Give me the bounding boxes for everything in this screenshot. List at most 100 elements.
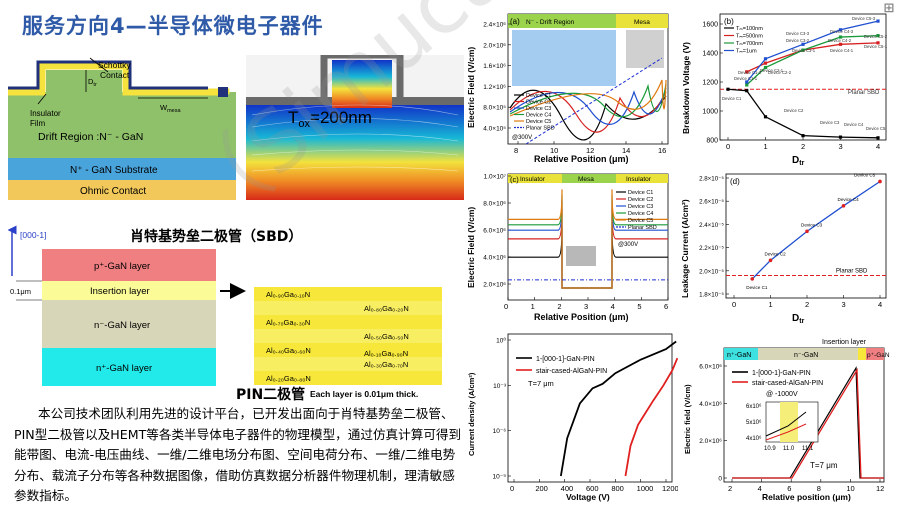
chart-f-ytick-label: 6.0×10⁶ bbox=[699, 364, 722, 371]
chart-f-inset-y1: 5x10⁶ bbox=[746, 419, 762, 426]
chart-a-ytick-label: 2.4×10⁶ bbox=[483, 22, 506, 29]
description-paragraph: 本公司技术团队利用先进的设计平台，已开发出面向于肖特基势垒二极管、PIN型二极管… bbox=[14, 406, 462, 503]
chart-d-xtick-label: 2 bbox=[805, 300, 809, 309]
chart-d-ytick-label: 2.4×10⁻⁵ bbox=[699, 222, 724, 229]
dtr-sub: tr bbox=[93, 82, 97, 88]
chart-d-panel-label: (d) bbox=[730, 177, 740, 186]
expand-icon[interactable]: ⊞ bbox=[883, 1, 895, 16]
chart-f-region-p-plus: p⁺-GaN bbox=[867, 352, 890, 359]
chart-b-series-0 bbox=[727, 88, 879, 139]
n-minus-layer-label: n⁻-GaN layer bbox=[94, 320, 150, 331]
chart-b-point bbox=[876, 19, 880, 23]
chart-a-legend-label: Device C5 bbox=[526, 119, 551, 125]
chart-f-legend: 1-[000-1]-GaN-PIN stair-cased-AlGaN-PIN … bbox=[732, 370, 823, 398]
sublayer-al40: Al₀.₄₀Ga₀.₆₀N bbox=[266, 346, 311, 355]
dtr-main: D bbox=[88, 77, 94, 86]
chart-f-inset: 6x10⁶ 5x10⁶ 4x10⁶ 10.9 11.0 11.1 bbox=[746, 401, 819, 452]
insulator-label: Insulator bbox=[30, 109, 61, 118]
chart-c-legend-label: Device C2 bbox=[628, 197, 653, 203]
chart-f-series-1 bbox=[732, 367, 884, 479]
sublayer-al50: Al₀.₅₀Ga₀.₅₀N bbox=[364, 332, 409, 341]
chart-d-xlabel-sub: tr bbox=[799, 318, 804, 325]
chart-c-ytick-label: 1.0×10⁷ bbox=[484, 174, 507, 181]
chart-e-xtick-label: 600 bbox=[586, 484, 599, 493]
chart-d-point bbox=[841, 204, 846, 208]
chart-a-series-3 bbox=[509, 87, 667, 125]
chart-b-point bbox=[801, 134, 805, 138]
chart-a-series-1 bbox=[509, 89, 667, 141]
chart-b-point-label: Device C2 bbox=[784, 108, 804, 113]
chart-a-series-5 bbox=[509, 79, 667, 117]
chart-c-xlabel: Relative Position (μm) bbox=[534, 312, 629, 322]
chart-a-series-planar bbox=[525, 57, 663, 145]
chart-a-legend-label: Planar SBD bbox=[526, 126, 555, 132]
chart-d-leakage: (d) 0 1 2 3 4 1.8×10⁻⁵ 2.0×10⁻⁵ 2.2×10⁻⁵ 2.4×10⁻… bbox=[680, 172, 887, 325]
chart-c-ytick-label: 8.0×10⁶ bbox=[483, 201, 506, 208]
chart-a-ylabel: Electric Field (V/cm) bbox=[466, 47, 476, 128]
chart-f-ytick-label: 4.0×10⁶ bbox=[699, 401, 722, 408]
chart-pin-field: n⁺-GaN n⁻-GaN Insertion layer p⁺-GaN 2 4 6… bbox=[683, 339, 890, 502]
chart-a-xlabel: Relative Position (μm) bbox=[534, 154, 629, 164]
chart-b-point bbox=[876, 41, 880, 45]
chart-a-xtick-label: 14 bbox=[622, 146, 630, 155]
chart-b-point bbox=[745, 80, 749, 84]
chart-c-legend-label: Planar SBD bbox=[628, 225, 657, 231]
chart-a-ytick-label: 4.0×10⁵ bbox=[483, 126, 506, 133]
chart-b-point-label: Planar SBD bbox=[848, 90, 880, 96]
chart-f-xtick-label: 8 bbox=[817, 484, 821, 493]
chart-b-point bbox=[745, 89, 749, 93]
slide-title: 服务方向4—半导体微电子器件 bbox=[22, 14, 324, 38]
chart-f-xtick-label: 4 bbox=[758, 484, 762, 493]
chart-c-insulator-left: Insulator bbox=[520, 176, 546, 183]
chart-b-point-label: Device C3-1 bbox=[792, 48, 816, 53]
chart-c-xtick-label: 3 bbox=[584, 302, 588, 311]
chart-b-breakdown: (b) 0 1 2 3 4 800 1000 1200 1400 1600 Tₘ=100nm Tₘ=… bbox=[681, 13, 888, 167]
contact-label: Contact bbox=[100, 70, 130, 80]
chart-f-inset-x1: 11.0 bbox=[783, 446, 795, 452]
chart-b-point bbox=[801, 42, 805, 46]
chart-d-xtick-label: 0 bbox=[732, 300, 736, 309]
chart-e-temp: T=7 μm bbox=[528, 379, 554, 388]
chart-b-xtick-label: 0 bbox=[726, 142, 730, 151]
chart-c-xtick-label: 4 bbox=[611, 302, 615, 311]
chart-a-legend-label: Device C4 bbox=[526, 113, 551, 119]
insertion-thickness: 0.1μm bbox=[10, 287, 31, 296]
schottky-label: Schottky bbox=[98, 60, 131, 70]
chart-d-ytick-label: 2.0×10⁻⁵ bbox=[699, 268, 724, 275]
chart-a-ytick-label: 1.2×10⁶ bbox=[483, 84, 506, 91]
chart-a-xtick-label: 10 bbox=[550, 146, 558, 155]
p-layer-label: p⁺-GaN layer bbox=[94, 261, 150, 272]
chart-c-ylabel: Electric Field (V/cm) bbox=[466, 207, 476, 288]
chart-d-ytick-label: 2.8×10⁻⁵ bbox=[699, 176, 724, 183]
chart-c-legend-label: Device C5 bbox=[628, 218, 653, 224]
chart-e-legend: 1-[000-1]-GaN-PIN stair-cased-AlGaN-PIN … bbox=[516, 356, 607, 388]
chart-d-ytick-label: 2.6×10⁻⁵ bbox=[699, 199, 724, 206]
chart-e-series-0 bbox=[559, 340, 677, 477]
sbd-cross-section: Schottky Contact Dtr Wmesa Insulator Fil… bbox=[8, 57, 236, 200]
chart-b-point-label: Device C4-1 bbox=[830, 48, 854, 53]
chart-a-series-4 bbox=[509, 83, 667, 118]
sublayer-note: Each layer is 0.01μm thick. bbox=[310, 389, 418, 399]
chart-b-xlabel: Dtr bbox=[792, 155, 805, 167]
chart-e-series-1 bbox=[624, 357, 678, 477]
chart-b-point-label: Device C4-2 bbox=[828, 38, 852, 43]
dtr-label: Dtr bbox=[88, 77, 97, 88]
chart-e-ylabel: Current density (A/cm²) bbox=[467, 372, 476, 456]
chart-a-series-2 bbox=[509, 90, 667, 133]
chart-a-ytick-label: 8.0×10⁵ bbox=[483, 105, 506, 112]
chart-f-xlabel: Relative position (μm) bbox=[762, 492, 851, 502]
wmesa-label: Wmesa bbox=[160, 103, 181, 114]
tox-label: Tox=200nm bbox=[288, 108, 372, 130]
chart-b-point bbox=[763, 61, 768, 65]
chart-b-xtick-label: 4 bbox=[876, 142, 880, 151]
chart-b-point bbox=[763, 115, 768, 119]
chart-a-panel-label: (a) bbox=[510, 17, 520, 26]
chart-b-point-label: Device C3-2 bbox=[786, 38, 810, 43]
chart-d-point bbox=[805, 229, 809, 234]
chart-e-xtick-label: 1000 bbox=[637, 484, 654, 493]
chart-e-ytick-label: 10⁰ bbox=[496, 337, 506, 345]
chart-f-ytick-label: 0 bbox=[718, 476, 722, 483]
chart-f-xtick-label: 2 bbox=[728, 484, 732, 493]
chart-c-xtick-label: 1 bbox=[531, 302, 535, 311]
chart-b-point bbox=[745, 70, 749, 74]
